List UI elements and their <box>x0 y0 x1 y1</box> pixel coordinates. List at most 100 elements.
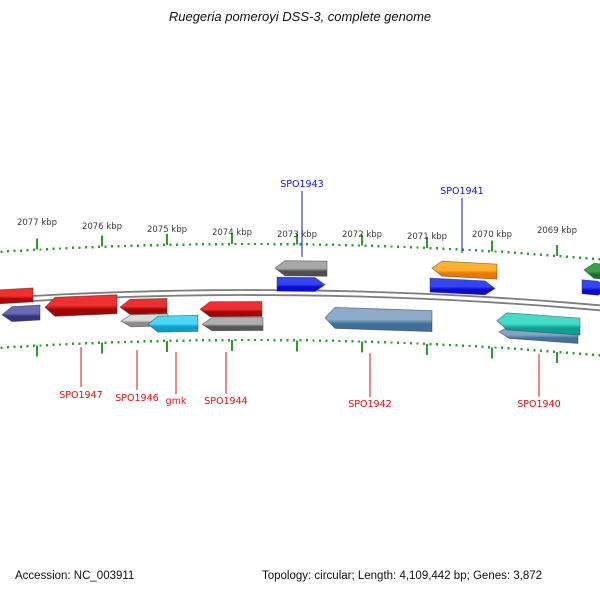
minor-tick-above <box>371 244 373 248</box>
minor-tick-below <box>65 343 68 346</box>
minor-tick-above <box>78 246 81 249</box>
minor-tick-below <box>514 347 516 350</box>
minor-tick-above <box>501 250 503 254</box>
major-tick-below <box>491 347 493 359</box>
gene-arrow-gmk <box>147 314 199 333</box>
minor-tick-above <box>85 246 87 249</box>
minor-tick-below <box>26 345 29 348</box>
minor-tick-above <box>397 245 399 248</box>
minor-tick-above <box>124 244 126 248</box>
minor-tick-below <box>247 338 250 342</box>
minor-tick-below <box>559 350 562 354</box>
minor-tick-below <box>0 346 3 349</box>
map-title: Ruegeria pomeroyi DSS-3, complete genome <box>168 9 432 24</box>
scale-label: 2077 kbp <box>17 218 57 228</box>
major-ticks <box>36 233 558 363</box>
scale-label: 2069 kbp <box>537 226 577 236</box>
minor-tick-above <box>579 256 581 259</box>
minor-tick-below <box>59 343 61 346</box>
minor-tick-above <box>351 244 354 247</box>
minor-tick-below <box>208 339 211 342</box>
minor-tick-below <box>85 342 87 345</box>
minor-tick-above <box>449 247 451 251</box>
minor-tick-above <box>559 254 562 258</box>
minor-tick-above <box>234 242 237 246</box>
minor-tick-below <box>221 338 224 342</box>
minor-tick-above <box>527 252 529 255</box>
minor-tick-above <box>163 243 165 247</box>
minor-tick-above <box>221 242 224 246</box>
minor-tick-above <box>384 245 386 248</box>
minor-tick-above <box>169 243 172 246</box>
minor-tick-above <box>13 249 16 253</box>
gene-arrow-SPO1942 <box>324 306 433 333</box>
minor-tick-below <box>332 339 334 343</box>
minor-tick-below <box>351 340 354 343</box>
minor-tick-above <box>98 245 100 249</box>
gene-arrow-gene-4 <box>583 262 600 280</box>
minor-tick-above <box>319 243 321 246</box>
minor-tick-above <box>566 255 568 258</box>
minor-tick-rows <box>0 242 600 357</box>
minor-tick-above <box>215 242 217 246</box>
minor-tick-above <box>176 243 178 246</box>
minor-tick-below <box>241 338 243 342</box>
gene-label-SPO1942: SPO1942 <box>348 399 391 410</box>
minor-tick-below <box>423 342 425 345</box>
minor-tick-above <box>59 247 61 250</box>
minor-tick-below <box>286 339 289 342</box>
minor-tick-below <box>169 339 172 342</box>
gene-arrow-gene-3 <box>429 277 496 296</box>
minor-tick-above <box>39 248 42 251</box>
gene-arrow-SPO1946 <box>119 297 168 315</box>
minor-tick-below <box>475 345 477 348</box>
minor-tick-below <box>338 339 341 343</box>
minor-tick-below <box>527 348 529 351</box>
minor-tick-below <box>189 339 191 342</box>
minor-tick-below <box>202 339 204 342</box>
minor-tick-below <box>234 338 237 342</box>
minor-tick-below <box>494 346 497 349</box>
minor-tick-above <box>267 242 269 246</box>
minor-tick-below <box>488 345 490 349</box>
major-tick-above <box>361 234 363 246</box>
minor-tick-above <box>358 244 360 247</box>
minor-tick-below <box>215 338 217 342</box>
minor-tick-below <box>585 353 588 356</box>
minor-tick-above <box>377 244 380 248</box>
minor-tick-above <box>416 246 419 249</box>
minor-tick-below <box>358 340 360 343</box>
minor-tick-below <box>319 339 321 342</box>
gene-arrow-gene-12 <box>201 317 264 332</box>
minor-tick-above <box>364 244 367 247</box>
minor-tick-above <box>481 249 484 252</box>
scale-label: 2072 kbp <box>342 230 382 240</box>
minor-tick-above <box>182 243 185 246</box>
major-tick-below <box>556 351 558 363</box>
minor-tick-below <box>130 340 133 343</box>
minor-tick-below <box>579 352 581 355</box>
footer-accession: Accession: NC_003911 <box>15 570 135 582</box>
gene-arrow-SPO1943 <box>274 260 328 277</box>
minor-tick-below <box>449 343 451 347</box>
minor-tick-above <box>429 246 432 250</box>
minor-tick-above <box>312 243 315 246</box>
minor-tick-below <box>364 340 367 343</box>
gene-label-SPO1946: SPO1946 <box>115 393 158 404</box>
gene-arrow-gene-7 <box>1 304 41 323</box>
major-tick-below <box>231 340 233 351</box>
minor-tick-below <box>46 344 48 347</box>
scale-label: 2070 kbp <box>472 230 512 240</box>
major-tick-below <box>36 345 38 357</box>
minor-tick-below <box>143 340 146 343</box>
major-tick-above <box>101 235 103 247</box>
minor-tick-below <box>546 349 549 353</box>
minor-tick-above <box>553 254 555 257</box>
scale-labels: 2077 kbp 2076 kbp 2075 kbp 2074 kbp 2073 kbp… <box>17 218 577 242</box>
minor-tick-above <box>507 251 510 254</box>
major-tick-above <box>166 233 168 245</box>
minor-tick-above <box>156 243 159 247</box>
minor-tick-above <box>280 242 282 246</box>
gene-label-SPO1941: SPO1941 <box>440 186 483 197</box>
